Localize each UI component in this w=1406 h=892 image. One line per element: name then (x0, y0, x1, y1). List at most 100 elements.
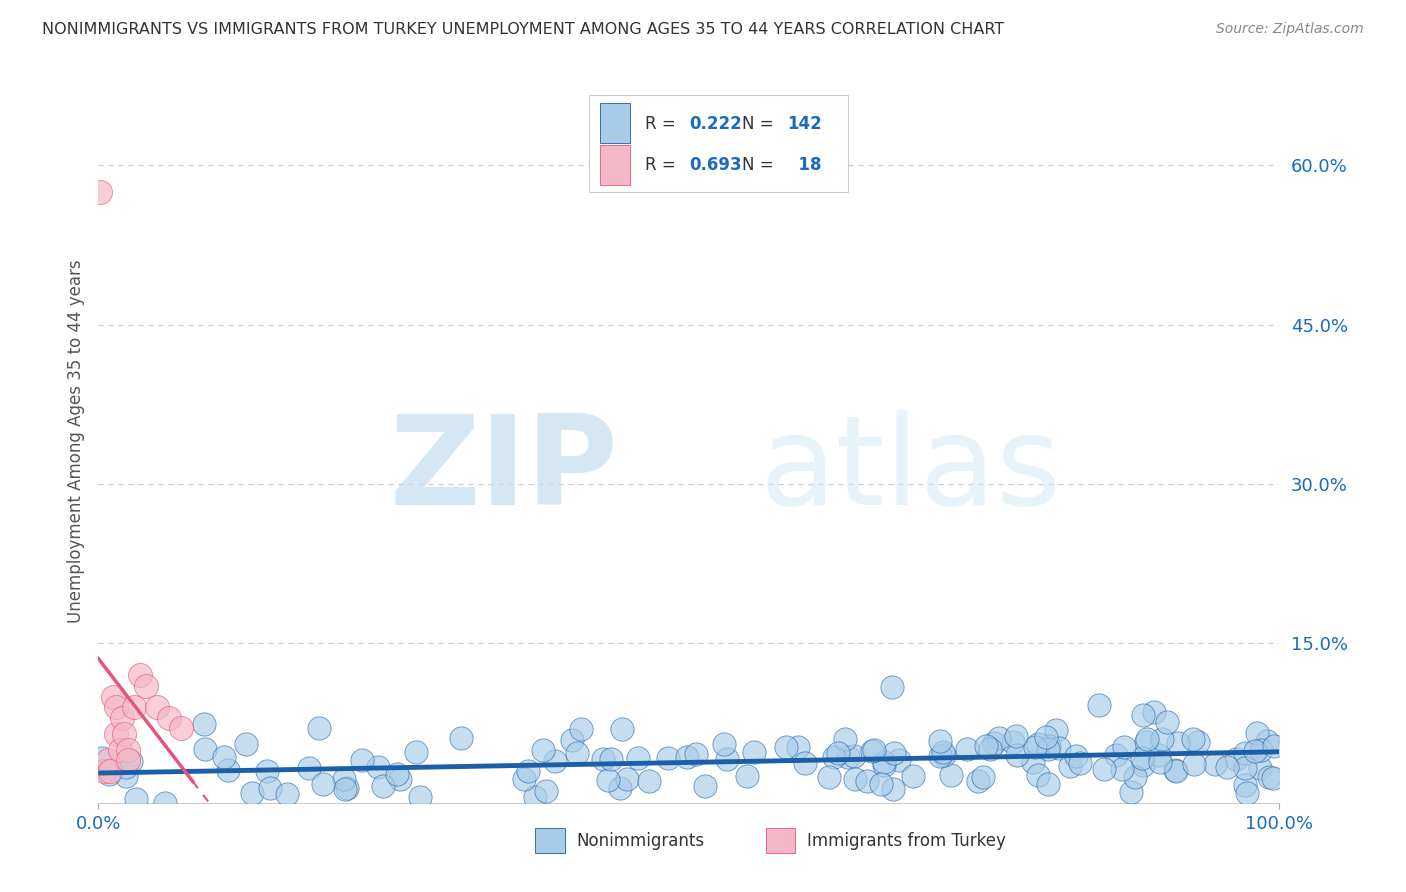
Point (153, 796, 176, 810)
Point (97, 766, 120, 780)
Point (516, 764, 538, 778)
Point (1187, 735, 1209, 749)
Point (862, 742, 884, 756)
Point (1261, 771, 1284, 785)
Point (91, 751, 114, 765)
Point (1038, 739, 1060, 753)
Point (1119, 785, 1142, 799)
Point (889, 753, 911, 767)
Point (856, 774, 879, 789)
Point (405, 745, 427, 759)
Text: R =: R = (645, 156, 682, 174)
Point (259, 780, 281, 795)
Point (1092, 763, 1115, 777)
Text: atlas: atlas (759, 410, 1062, 531)
Point (112, 727, 135, 741)
Point (1047, 741, 1070, 756)
Point (1164, 764, 1187, 778)
Point (128, 668, 150, 682)
Point (1028, 768, 1050, 782)
Point (135, 679, 157, 693)
Point (1181, 732, 1204, 747)
Point (1149, 756, 1171, 770)
Point (880, 680, 903, 694)
Point (1147, 747, 1170, 762)
Point (870, 777, 893, 791)
Point (217, 763, 239, 777)
Text: NONIMMIGRANTS VS IMMIGRANTS FROM TURKEY UNEMPLOYMENT AMONG AGES 35 TO 44 YEARS C: NONIMMIGRANTS VS IMMIGRANTS FROM TURKEY … (42, 22, 1004, 37)
Point (1246, 726, 1268, 740)
Point (115, 760, 138, 774)
Point (308, 721, 330, 735)
Point (834, 731, 856, 746)
Point (105, 700, 128, 714)
Point (122, 700, 145, 714)
Point (333, 782, 356, 797)
Point (794, 756, 817, 770)
Point (972, 770, 994, 784)
Point (966, 773, 988, 788)
Point (1234, 778, 1257, 792)
Point (97, 753, 120, 767)
Point (1038, 741, 1060, 756)
Point (1258, 770, 1281, 784)
Point (373, 779, 395, 793)
FancyBboxPatch shape (600, 103, 630, 143)
Point (235, 737, 257, 751)
Point (1132, 758, 1154, 772)
Point (1204, 757, 1226, 772)
Point (1002, 735, 1025, 749)
Point (450, 731, 472, 745)
Point (1059, 759, 1081, 773)
Point (513, 772, 536, 787)
Point (569, 722, 592, 736)
Point (1143, 705, 1166, 719)
Point (609, 781, 631, 796)
Point (883, 747, 905, 761)
Text: 142: 142 (787, 115, 821, 133)
Point (844, 772, 866, 787)
Point (1225, 752, 1247, 766)
Point (612, 722, 634, 736)
Point (367, 759, 389, 773)
Point (1035, 730, 1057, 744)
Point (212, 749, 235, 764)
Point (827, 746, 849, 760)
Point (1182, 757, 1205, 772)
Point (716, 751, 738, 765)
Point (901, 769, 924, 783)
Point (108, 742, 131, 756)
Point (1152, 732, 1174, 747)
Point (592, 752, 614, 766)
Point (312, 777, 335, 791)
Point (1005, 730, 1028, 744)
Point (146, 700, 169, 714)
Text: Immigrants from Turkey: Immigrants from Turkey (807, 832, 1005, 850)
Point (638, 774, 661, 789)
Point (1234, 761, 1257, 775)
Text: ZIP: ZIP (389, 410, 619, 531)
Point (987, 731, 1010, 746)
Point (89, 185, 111, 199)
Point (523, 789, 546, 804)
Point (596, 773, 619, 788)
Point (567, 746, 589, 760)
Point (934, 748, 956, 763)
Point (531, 743, 554, 757)
Point (939, 768, 962, 782)
Point (735, 769, 758, 783)
Point (1111, 762, 1133, 776)
Point (105, 727, 128, 741)
Point (333, 772, 356, 786)
Point (1132, 708, 1154, 723)
FancyBboxPatch shape (766, 828, 796, 854)
Point (860, 744, 883, 758)
Point (882, 782, 904, 797)
Point (544, 754, 567, 768)
Point (817, 770, 839, 784)
Text: 0.693: 0.693 (689, 156, 741, 174)
Point (775, 739, 797, 754)
Point (111, 711, 134, 725)
Point (93, 764, 115, 778)
FancyBboxPatch shape (589, 95, 848, 193)
